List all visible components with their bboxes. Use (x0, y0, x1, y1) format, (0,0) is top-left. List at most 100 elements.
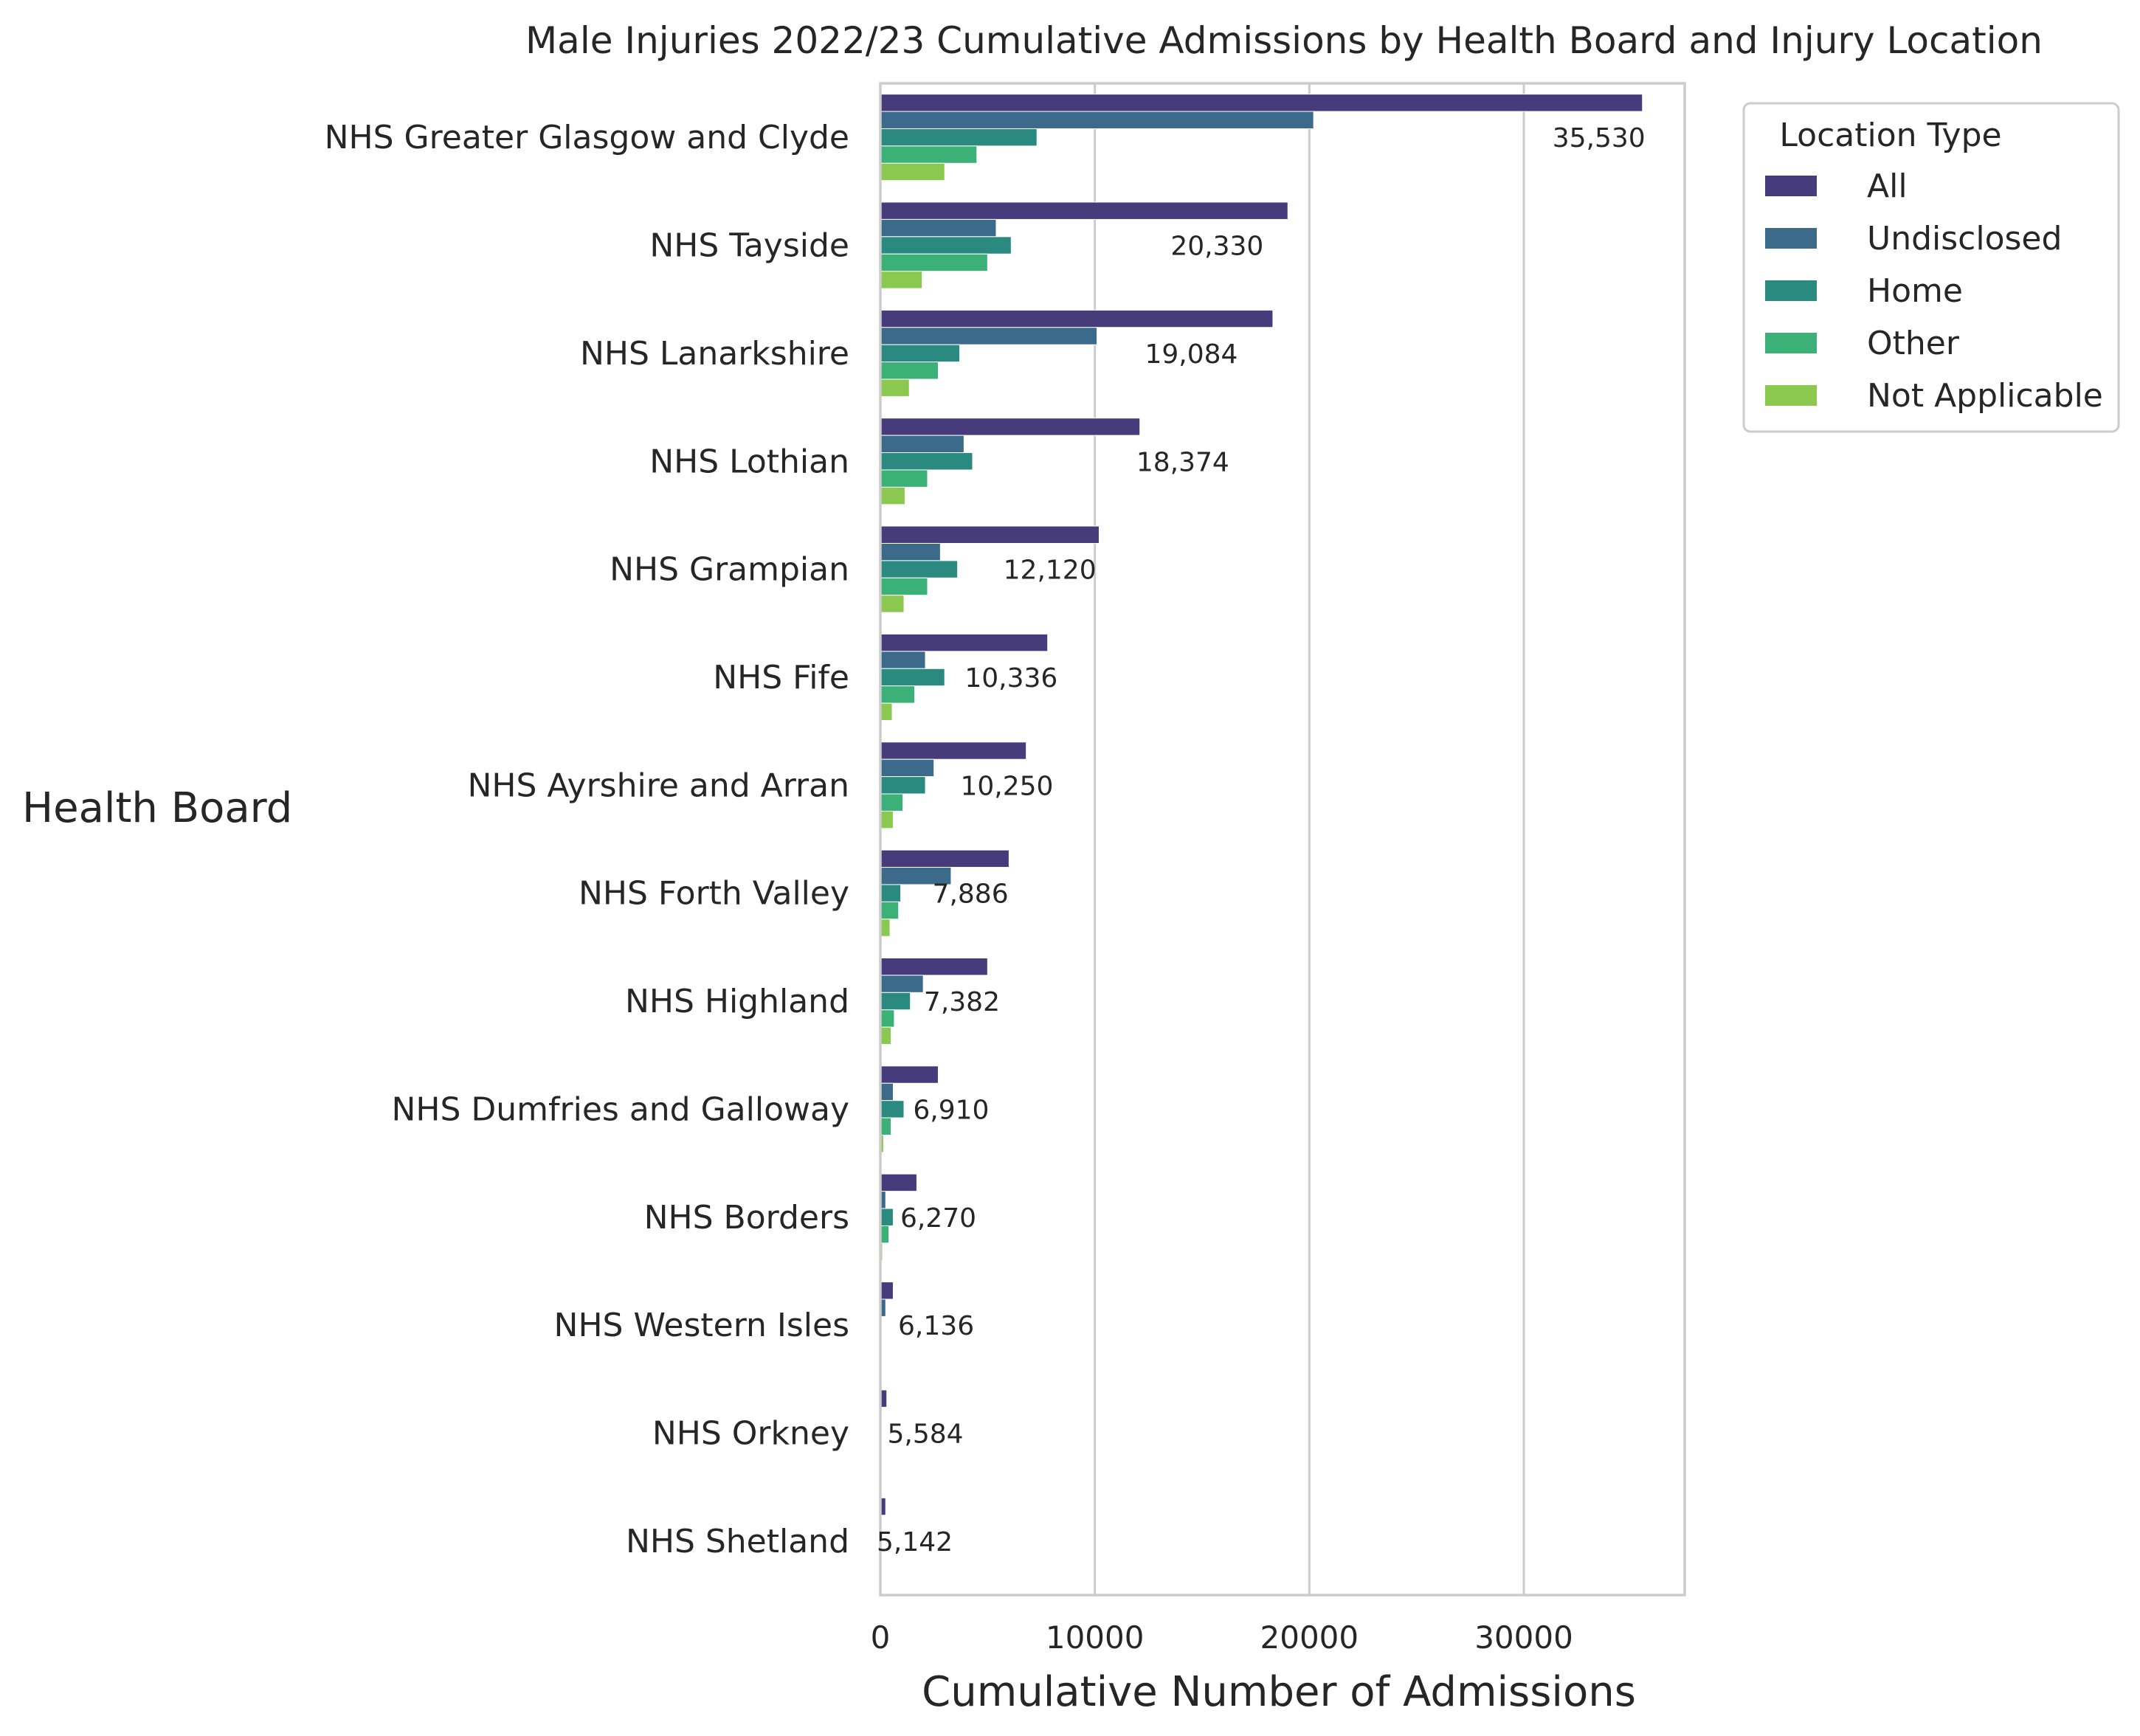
bars (880, 94, 1643, 1516)
bar (880, 1065, 939, 1084)
bar (880, 758, 935, 778)
bar (880, 1009, 895, 1028)
data-label: 6,910 (913, 1095, 989, 1125)
y-tick-label: NHS Highland (625, 983, 849, 1020)
bar (880, 560, 959, 578)
data-label: 7,382 (924, 987, 1000, 1017)
bar (880, 362, 939, 380)
bar (880, 201, 1288, 220)
data-label: 10,336 (964, 663, 1057, 694)
bar (880, 702, 893, 722)
bar (880, 218, 997, 238)
bar (880, 1282, 894, 1300)
data-label: 7,886 (933, 879, 1009, 910)
y-tick-labels: NHS Greater Glasgow and Clyde NHS Tayside… (325, 119, 849, 1560)
bar (880, 741, 1027, 760)
bar (880, 633, 1049, 652)
bar (880, 668, 945, 687)
x-tick-label: 20000 (1260, 1619, 1359, 1656)
data-label: 5,584 (888, 1419, 964, 1449)
x-axis-label: Cumulative Number of Admissions (922, 1668, 1636, 1716)
bar (880, 651, 926, 669)
data-label: 20,330 (1170, 232, 1263, 262)
bar (880, 793, 904, 812)
legend-swatch (1765, 385, 1817, 406)
bar (880, 128, 1038, 147)
x-tick-label: 10000 (1046, 1619, 1145, 1656)
plot-frame (879, 82, 1686, 1597)
bar (880, 435, 964, 454)
legend-entry: All (1867, 167, 1908, 205)
y-tick-label: NHS Borders (644, 1199, 849, 1237)
y-tick-label: NHS Western Isles (554, 1307, 849, 1344)
bar (880, 378, 910, 397)
x-tick-labels: 0 10000 20000 30000 (871, 1619, 1573, 1656)
bar (880, 253, 988, 272)
y-tick-label: NHS Forth Valley (579, 875, 849, 913)
bar (880, 111, 1314, 129)
bar (880, 525, 1100, 544)
bar (880, 452, 973, 471)
bar (880, 849, 1009, 868)
legend-items: All Undisclosed Home Other Not Applicable (1765, 167, 2103, 415)
bar (880, 271, 923, 289)
legend-swatch (1765, 333, 1817, 353)
bar (880, 94, 1643, 112)
legend-swatch (1765, 280, 1817, 301)
y-tick-label: NHS Fife (713, 659, 849, 696)
bar (880, 469, 928, 488)
bar (880, 1026, 892, 1045)
y-tick-label: NHS Lanarkshire (580, 335, 849, 373)
data-label: 19,084 (1145, 339, 1238, 370)
bar (880, 992, 911, 1011)
bar (880, 542, 941, 561)
x-tick-label: 30000 (1474, 1619, 1573, 1656)
bar (880, 810, 894, 829)
bar (880, 236, 1012, 255)
chart-title: Male Injuries 2022/23 Cumulative Admissi… (525, 19, 2043, 62)
data-label: 18,374 (1136, 447, 1229, 477)
bar (880, 957, 988, 976)
bar (880, 1082, 894, 1102)
data-label: 12,120 (1004, 556, 1097, 586)
bar (880, 309, 1274, 328)
bar (880, 486, 905, 505)
bar (880, 145, 978, 164)
y-tick-label: NHS Lothian (649, 443, 849, 480)
y-tick-label: NHS Shetland (626, 1523, 849, 1560)
bar (880, 162, 945, 181)
bar (880, 685, 916, 704)
bar (880, 975, 924, 993)
bar (880, 1100, 905, 1118)
y-tick-label: NHS Grampian (610, 551, 849, 589)
legend-entry: Home (1867, 272, 1963, 310)
value-annotations: 35,530 20,330 19,084 18,374 12,120 10,336 10,2… (877, 123, 1646, 1557)
y-tick-label: NHS Tayside (649, 227, 849, 265)
legend-entry: Undisclosed (1867, 220, 2062, 257)
bar (880, 1117, 892, 1136)
bar (880, 595, 905, 613)
bar (880, 1173, 917, 1192)
bar (880, 418, 1141, 436)
legend-title: Location Type (1779, 117, 2001, 154)
bar (880, 901, 900, 920)
bar (880, 884, 902, 902)
bar (880, 1208, 894, 1226)
bar (880, 577, 928, 596)
y-tick-label: NHS Ayrshire and Arran (468, 767, 850, 804)
legend-entry: Not Applicable (1867, 377, 2103, 415)
data-label: 10,250 (961, 771, 1054, 801)
bar (880, 919, 891, 937)
bar (880, 776, 926, 795)
y-axis-label: Health Board (22, 784, 292, 832)
bar (880, 344, 961, 363)
legend: Location Type All Undisclosed Home Other Not… (1742, 102, 2120, 433)
data-label: 5,142 (877, 1527, 953, 1557)
x-tick-label: 0 (871, 1619, 891, 1656)
y-tick-label: NHS Orkney (652, 1414, 849, 1452)
y-tick-label: NHS Dumfries and Galloway (391, 1090, 849, 1128)
y-tick-label: NHS Greater Glasgow and Clyde (325, 119, 849, 156)
legend-swatch (1765, 228, 1817, 249)
